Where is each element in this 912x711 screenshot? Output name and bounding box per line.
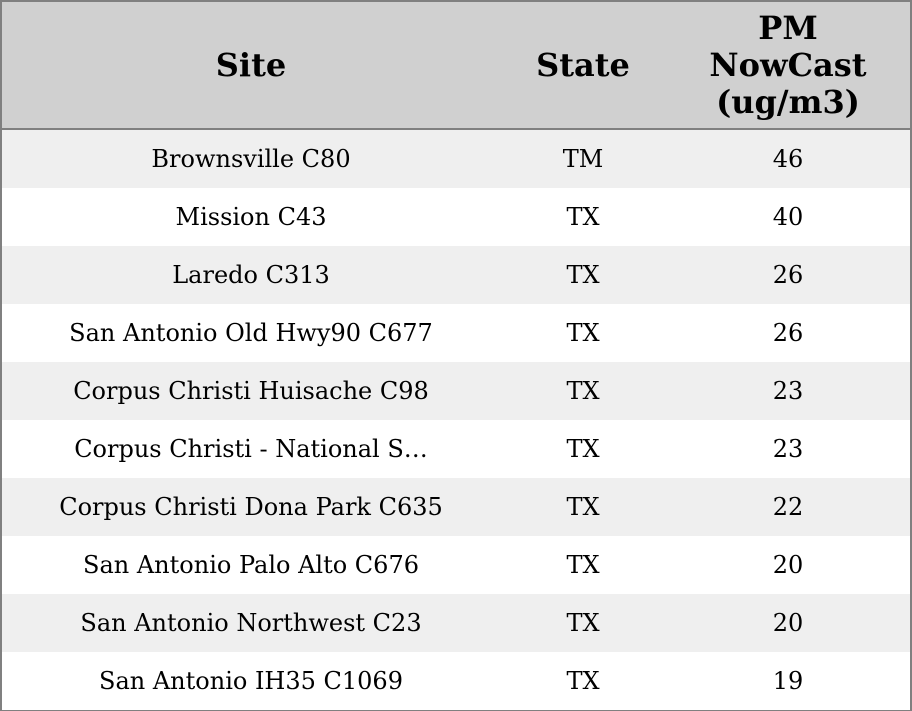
table-cell: 40 <box>666 188 910 246</box>
table-cell: Corpus Christi - National S… <box>2 420 500 478</box>
table-cell: Brownsville C80 <box>2 129 500 188</box>
table-cell: TX <box>500 420 666 478</box>
table-cell: 20 <box>666 536 910 594</box>
header-cell: Site <box>2 2 500 130</box>
table-cell: Mission C43 <box>2 188 500 246</box>
table-cell: 22 <box>666 478 910 536</box>
table-cell: TX <box>500 594 666 652</box>
table-header: Site State PM NowCast (ug/m3) <box>2 2 910 130</box>
table-row: San Antonio IH35 C1069 TX 19 <box>2 652 910 710</box>
table-row: San Antonio Northwest C23 TX 20 <box>2 594 910 652</box>
table-cell: San Antonio Northwest C23 <box>2 594 500 652</box>
table-cell: TX <box>500 362 666 420</box>
table-cell: Corpus Christi Huisache C98 <box>2 362 500 420</box>
table-cell: 46 <box>666 129 910 188</box>
table-cell: 20 <box>666 594 910 652</box>
table-cell: TX <box>500 246 666 304</box>
table-cell: TX <box>500 536 666 594</box>
table-cell: 26 <box>666 304 910 362</box>
table-cell: San Antonio IH35 C1069 <box>2 652 500 710</box>
table-row: San Antonio Old Hwy90 C677 TX 26 <box>2 304 910 362</box>
header-text: PM NowCast (ug/m3) <box>709 8 867 121</box>
header-cell: PM NowCast (ug/m3) <box>666 2 910 130</box>
table-cell: 23 <box>666 362 910 420</box>
header-cell: State <box>500 2 666 130</box>
table-row: Brownsville C80 TM 46 <box>2 129 910 188</box>
table-cell: TX <box>500 652 666 710</box>
table-cell: TX <box>500 304 666 362</box>
table-body: Brownsville C80 TM 46 Mission C43 TX 40 Laredo… <box>2 129 910 710</box>
table-row: Corpus Christi - National S… TX 23 <box>2 420 910 478</box>
table-cell: 19 <box>666 652 910 710</box>
table-row: Laredo C313 TX 26 <box>2 246 910 304</box>
table-cell: Corpus Christi Dona Park C635 <box>2 478 500 536</box>
table-cell: TM <box>500 129 666 188</box>
table-cell: San Antonio Palo Alto C676 <box>2 536 500 594</box>
table-row: San Antonio Palo Alto C676 TX 20 <box>2 536 910 594</box>
table-cell: 23 <box>666 420 910 478</box>
table-cell: TX <box>500 188 666 246</box>
table-cell: 26 <box>666 246 910 304</box>
table-cell: Laredo C313 <box>2 246 500 304</box>
table-cell: TX <box>500 478 666 536</box>
table-row: Corpus Christi Huisache C98 TX 23 <box>2 362 910 420</box>
table-cell: San Antonio Old Hwy90 C677 <box>2 304 500 362</box>
header-row: Site State PM NowCast (ug/m3) <box>2 2 910 130</box>
table-row: Mission C43 TX 40 <box>2 188 910 246</box>
table-row: Corpus Christi Dona Park C635 TX 22 <box>2 478 910 536</box>
